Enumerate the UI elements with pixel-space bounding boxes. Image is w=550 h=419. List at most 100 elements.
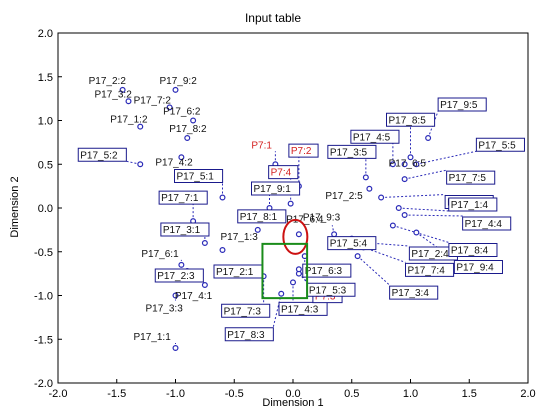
point-label-box: [288, 143, 319, 158]
data-point: [287, 200, 294, 207]
highlight-ellipse: [282, 218, 309, 255]
data-point: [295, 231, 302, 238]
axis-ticks: -2.0 -1.5 -1.0 -0.5 0.0 0.5 1.0 1.5 2.0 2.0 1.5 1.0…: [34, 28, 536, 400]
point-label: P17_6:4: [286, 214, 324, 225]
point-label: P17_6:3: [305, 266, 343, 277]
point-label-box: [302, 263, 352, 278]
point-label: P17_5:4: [330, 239, 368, 250]
point-label: P17_2:1: [216, 267, 254, 278]
point-label: P17_7:1: [161, 193, 199, 204]
x-tick-label: 0.0: [285, 388, 300, 400]
data-point: [219, 247, 226, 254]
point-label: P17_4:1: [175, 291, 213, 302]
leader-line: [404, 214, 463, 217]
x-tick-label: -1.5: [107, 388, 126, 400]
x-tick-label: 1.0: [403, 388, 418, 400]
data-point: [254, 226, 261, 233]
point-label: P17_3:1: [163, 225, 201, 236]
data-point: [178, 154, 185, 161]
point-label: P17_9:4: [456, 263, 494, 274]
point-label: P17_5:2: [80, 150, 118, 161]
data-point: [407, 154, 414, 161]
point-label: P17_9:2: [160, 76, 198, 87]
data-point: [172, 345, 179, 352]
point-label: P17_4:2: [155, 157, 193, 168]
point-label-box: [158, 190, 208, 205]
highlight-rectangle: [261, 242, 309, 300]
x-axis-title: Dimension 1: [262, 397, 323, 409]
data-point: [389, 161, 396, 168]
point-label: P17_1:1: [134, 332, 172, 343]
point-label: P17_6:5: [389, 158, 427, 169]
data-point: [366, 185, 373, 192]
point-label: P7:2: [291, 146, 312, 157]
data-point: [125, 98, 132, 105]
point-label: P17_7:3: [224, 306, 262, 317]
point-label: P17_7:5: [449, 173, 487, 184]
y-tick-label: 1.0: [38, 116, 53, 128]
leader-line: [357, 255, 390, 286]
y-tick-label: 0.5: [38, 159, 53, 171]
point-label-box: [237, 209, 287, 224]
leader-line: [369, 242, 410, 247]
leader-line: [427, 110, 439, 139]
point-label: P17_2:4: [411, 249, 449, 260]
point-label: P7:1: [251, 140, 272, 151]
point-label: P7:3: [315, 292, 336, 303]
point-label: P17_8:4: [451, 246, 489, 257]
x-tick-label: -0.5: [225, 388, 244, 400]
point-label-box: [278, 301, 328, 316]
point-label-box: [437, 97, 487, 112]
data-point: [295, 266, 302, 273]
point-label-box: [154, 268, 204, 283]
point-label: P17_3:3: [146, 304, 184, 315]
point-label-box: [389, 285, 439, 300]
data-point: [395, 205, 402, 212]
point-label: P17_6:1: [141, 249, 179, 260]
data-point: [278, 290, 285, 297]
data-point: [401, 176, 408, 183]
data-point: [172, 292, 179, 299]
leader-line: [272, 293, 282, 327]
y-tick-label: 0.0: [38, 203, 53, 215]
point-label: P17_2:3: [157, 271, 195, 282]
point-label: P17_1:2: [110, 115, 148, 126]
point-label: P17_2:5: [325, 191, 363, 202]
data-point: [184, 135, 191, 142]
point-label: P7:4: [271, 168, 292, 179]
x-tick-label: 0.5: [344, 388, 359, 400]
data-point: [290, 279, 297, 286]
point-label-box: [448, 243, 498, 257]
point-label: P17_4:4: [465, 219, 503, 230]
leader-line: [298, 268, 308, 283]
data-point: [172, 86, 179, 93]
point-label: P17_9:1: [254, 184, 292, 195]
point-label: P17_8:3: [227, 330, 265, 341]
point-label: P17_8:2: [169, 124, 207, 135]
point-label-box: [462, 216, 512, 231]
point-label: P17_8:5: [389, 115, 427, 126]
data-point: [425, 135, 432, 142]
point-label-box: [475, 137, 525, 152]
point-label-box: [448, 197, 498, 212]
point-label: P17_5:5: [478, 140, 516, 151]
point-label-box: [327, 236, 377, 251]
point-label: P17_5:3: [309, 285, 347, 296]
y-tick-label: -2.0: [34, 378, 53, 390]
point-label-box: [350, 129, 400, 144]
point-label-box: [224, 327, 274, 342]
data-point: [166, 104, 173, 111]
leader-line: [392, 225, 450, 243]
data-point: [201, 240, 208, 247]
point-label: P17_5:1: [177, 172, 215, 183]
y-tick-label: -1.5: [34, 334, 53, 346]
y-tick-label: -0.5: [34, 247, 53, 259]
data-point: [362, 174, 369, 181]
point-label: P17_9:3: [303, 212, 341, 223]
y-axis-title: Dimension 2: [9, 176, 21, 237]
point-label-box: [160, 222, 210, 237]
data-point: [190, 117, 197, 124]
point-label: P17_6:2: [163, 107, 201, 118]
y-tick-label: 2.0: [38, 28, 53, 40]
